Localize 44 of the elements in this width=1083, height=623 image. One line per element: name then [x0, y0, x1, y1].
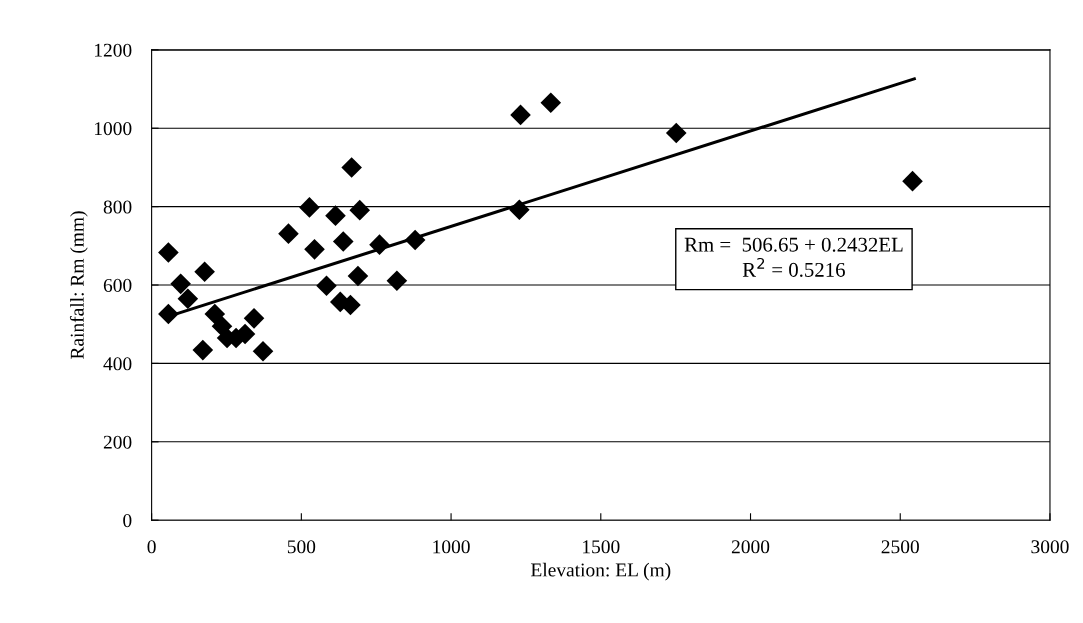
- point: [386, 270, 408, 292]
- point: [332, 231, 354, 252]
- y-tick-label: 1200: [95, 43, 132, 57]
- point: [340, 294, 361, 316]
- point: [665, 122, 687, 144]
- annotation: Rm = 506.65 + 0.2432EL R$^{2}$ = 0.5216: [684, 237, 903, 277]
- point: [158, 242, 179, 263]
- point: [192, 339, 214, 361]
- x-tick-label: 3000: [1031, 540, 1069, 554]
- x-tick-label: 2500: [881, 540, 919, 554]
- y-tick-label: 800: [103, 200, 132, 214]
- point: [509, 199, 530, 221]
- x-axis-title: Elevation: EL (m): [530, 562, 671, 581]
- point: [204, 303, 226, 325]
- point: [177, 288, 199, 310]
- point: [252, 340, 274, 362]
- point: [316, 275, 337, 297]
- point: [325, 205, 346, 226]
- point: [347, 265, 369, 287]
- x-tick-label: 1500: [583, 540, 620, 554]
- y-tick-label: 0: [123, 514, 132, 528]
- point: [278, 223, 299, 244]
- x-tick-label: 2000: [731, 540, 770, 554]
- point: [510, 104, 531, 126]
- x-tick-label: 500: [287, 540, 316, 554]
- x-tick-label: 0: [147, 540, 156, 554]
- point: [540, 92, 562, 114]
- point: [158, 303, 179, 325]
- x-tick-label: 1000: [433, 540, 470, 554]
- point: [341, 157, 362, 178]
- point: [170, 273, 191, 295]
- y-tick-label: 1000: [95, 122, 132, 136]
- y-tick-label: 400: [103, 357, 132, 371]
- point: [194, 261, 215, 282]
- y-tick-label: 600: [103, 278, 132, 292]
- point: [299, 197, 320, 218]
- y-axis-title: Rainfall: Rm (mm): [69, 211, 88, 359]
- point: [902, 170, 923, 192]
- point: [304, 239, 325, 260]
- y-tick-label: 200: [103, 435, 132, 449]
- point: [404, 229, 426, 251]
- point: [349, 199, 371, 221]
- point: [369, 234, 390, 255]
- point: [243, 308, 265, 329]
